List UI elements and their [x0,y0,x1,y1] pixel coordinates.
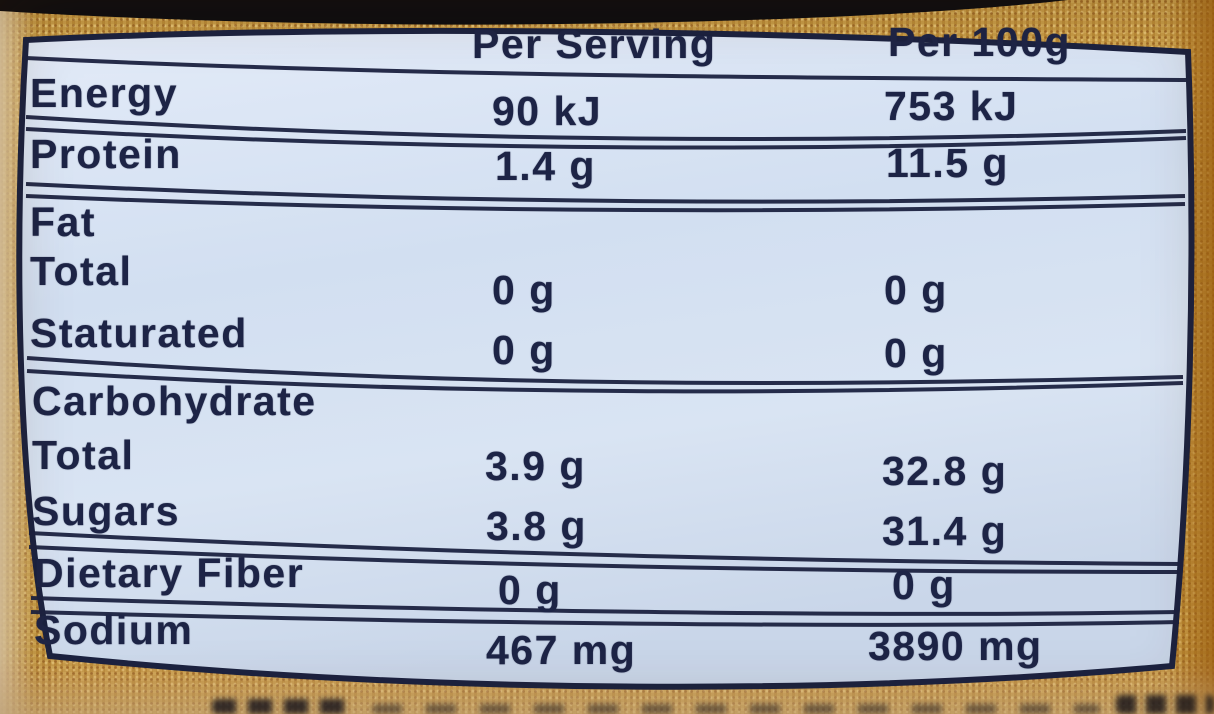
nutrient-label: Sodium [34,607,194,653]
cut-off-text-bottom-middle [372,704,1100,714]
value-per-serving: 0 g [492,267,556,313]
value-per-100g: 11.5 g [886,140,1009,186]
value-per-serving: 1.4 g [495,143,596,189]
column-header-per-serving: Per Serving [472,21,717,67]
nutrient-label: Energy [30,70,178,116]
value-per-serving: 0 g [492,327,556,373]
column-header-per-100g: Per 100g [888,19,1071,65]
value-per-100g: 31.4 g [882,508,1008,554]
value-per-serving: 0 g [498,567,562,613]
value-per-100g: 0 g [884,330,948,376]
row-separators [25,56,1187,627]
separator-below-energy-2 [25,127,1187,150]
value-per-serving: 3.9 g [485,443,586,489]
nutrient-label: Carbohydrate [32,378,317,424]
nutrient-label: Dietary Fiber [34,550,305,596]
value-per-serving: 467 mg [486,627,637,673]
value-per-100g: 753 kJ [884,83,1019,129]
separator-below-header [25,56,1187,82]
separator-below-fat-2 [26,369,1184,394]
cut-off-text-bottom-left [212,699,350,714]
value-per-serving: 3.8 g [486,503,587,549]
separator-below-fat-1 [26,356,1184,385]
value-per-100g: 32.8 g [882,448,1008,494]
separator-below-carbohydrate-1 [28,531,1182,566]
cut-off-text-bottom-right [1116,695,1214,714]
value-per-100g: 3890 mg [868,623,1043,669]
value-per-serving: 90 kJ [492,88,603,134]
separator-below-carbohydrate-2 [28,545,1182,574]
value-per-100g: 0 g [884,267,948,313]
nutrient-label: Protein [30,131,182,177]
separator-below-protein-2 [25,194,1186,213]
separator-below-protein-1 [25,182,1186,204]
nutrient-label: Staturated [30,310,248,356]
separator-below-energy-1 [25,115,1187,141]
top-black-band [0,0,1068,25]
nutrient-label: Total [30,248,133,294]
nutrient-label: Fat [30,199,96,245]
value-per-100g: 0 g [892,562,956,608]
nutrient-label: Total [32,432,135,478]
separator-below-fiber-1 [30,596,1180,616]
nutrient-label: Sugars [32,488,180,534]
separator-below-fiber-2 [30,610,1180,627]
